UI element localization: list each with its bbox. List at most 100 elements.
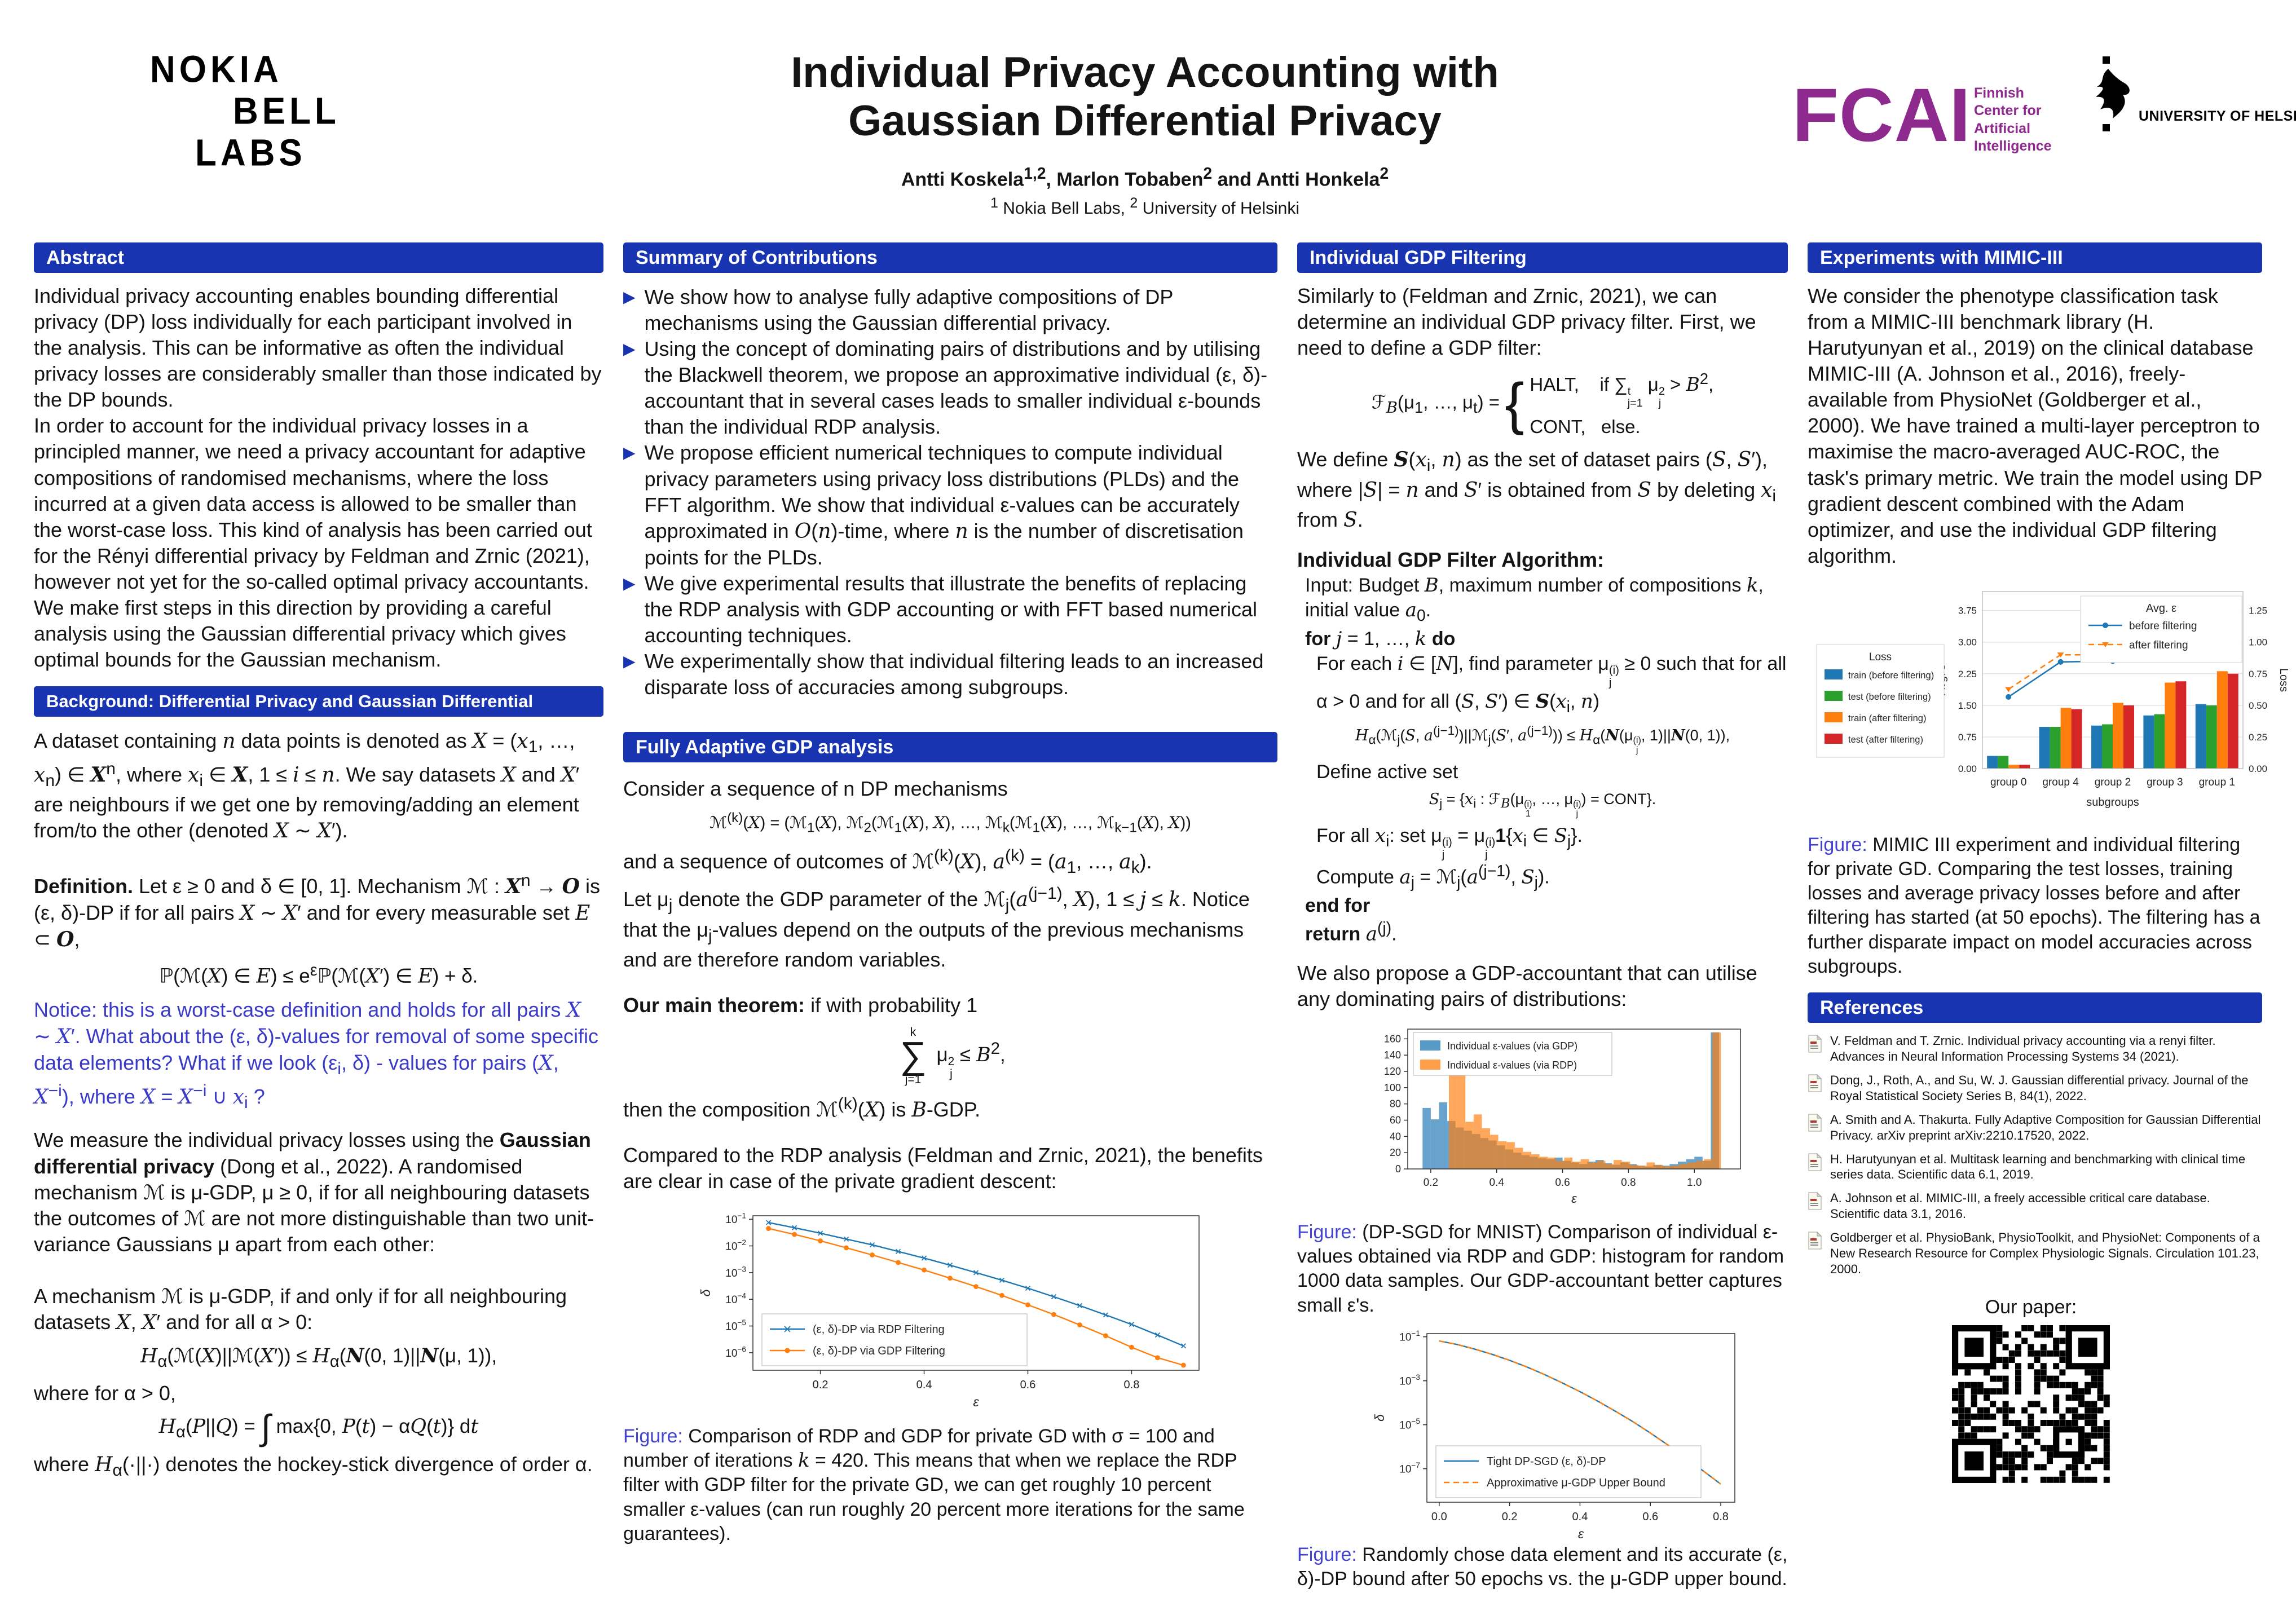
svg-text:1.25: 1.25 <box>2249 606 2267 616</box>
svg-text:10−5: 10−5 <box>725 1318 746 1333</box>
svg-text:10−2: 10−2 <box>725 1238 746 1253</box>
contribution-text: We propose efficient numerical technique… <box>644 441 1244 569</box>
column-contributions-analysis: Summary of Contributions ▶ We show how to… <box>623 242 1277 1546</box>
university-of-helsinki-logo: UNIVERSITY OF HELSINKI <box>2082 56 2296 156</box>
fcai-tagline-line: Center for <box>1974 103 2042 119</box>
fcai-tagline: Finnish Center for Artificial Intelligen… <box>1974 85 2052 155</box>
figure-epsilon-histogram-chart: 0.2 0.4 0.6 0.8 1.0 0 20 40 60 80 100 120 140 160 ε Ind… <box>1384 1029 1741 1206</box>
svg-text:10−4: 10−4 <box>725 1292 746 1307</box>
svg-text:0.00: 0.00 <box>1958 764 1977 774</box>
svg-text:100: 100 <box>1384 1082 1401 1093</box>
reference-item: A. Johnson et al. MIMIC-III, a freely ac… <box>1808 1190 2262 1222</box>
bullet-triangle-icon: ▶ <box>623 652 636 670</box>
svg-text:0.75: 0.75 <box>1958 732 1977 743</box>
svg-text:before filtering: before filtering <box>2129 620 2197 632</box>
bullet-triangle-icon: ▶ <box>623 340 636 358</box>
background-gdp-paragraph: We measure the individual privacy losses… <box>34 1128 594 1256</box>
figure-caption-histogram: Figure: (DP-SGD for MNIST) Comparison of… <box>1297 1221 1784 1316</box>
svg-text:160: 160 <box>1384 1033 1401 1044</box>
svg-text:test (after filtering): test (after filtering) <box>1848 735 1923 745</box>
svg-text:0.8: 0.8 <box>1124 1379 1140 1391</box>
svg-text:0.50: 0.50 <box>2249 700 2267 711</box>
svg-text:group 1: group 1 <box>2199 776 2235 788</box>
svg-text:ε: ε <box>973 1394 979 1409</box>
reference-text: Dong, J., Roth, A., and Su, W. J. Gaussi… <box>1830 1073 2249 1103</box>
nokia-logo-word: NOKIA <box>150 48 283 91</box>
bullet-triangle-icon: ▶ <box>623 574 636 592</box>
reference-text: A. Johnson et al. MIMIC-III, a freely ac… <box>1830 1191 2210 1221</box>
svg-text:Tight DP-SGD (ε, δ)-DP: Tight DP-SGD (ε, δ)-DP <box>1487 1455 1606 1468</box>
svg-text:10−3: 10−3 <box>725 1265 746 1279</box>
fcai-tagline-line: Artificial <box>1974 120 2031 136</box>
svg-text:3.00: 3.00 <box>1958 637 1977 648</box>
column-abstract-background: Abstract Individual privacy accounting e… <box>34 242 603 1481</box>
svg-text:0.2: 0.2 <box>1424 1177 1438 1189</box>
svg-text:group 2: group 2 <box>2095 776 2131 788</box>
analysis-mu-paragraph: Let μj denote the GDP parameter of the ℳ… <box>623 884 1250 972</box>
section-header-abstract: Abstract <box>34 242 603 273</box>
figure-caption-rdp-gdp: Figure: Comparison of RDP and GDP for pr… <box>623 1426 1245 1544</box>
svg-text:(ε, δ)-DP via GDP Filtering: (ε, δ)-DP via GDP Filtering <box>813 1345 945 1357</box>
svg-text:train (after filtering): train (after filtering) <box>1848 713 1926 723</box>
filtering-accountant-paragraph: We also propose a GDP-accountant that ca… <box>1297 961 1757 1011</box>
svg-text:10−1: 10−1 <box>725 1212 746 1226</box>
svg-text:20: 20 <box>1390 1147 1401 1158</box>
svg-text:0.6: 0.6 <box>1642 1511 1658 1523</box>
labs-logo-word: LABS <box>195 132 306 174</box>
gdp-filter-algorithm: Input: Budget B, maximum number of compo… <box>1297 573 1788 947</box>
svg-text:0.8: 0.8 <box>1621 1177 1636 1189</box>
section-header-gdp-analysis: Fully Adaptive GDP analysis <box>623 732 1277 763</box>
svg-text:group 0: group 0 <box>1990 776 2026 788</box>
contribution-item: ▶ We give experimental results that illus… <box>623 571 1277 648</box>
svg-text:Loss: Loss <box>2277 668 2290 692</box>
svg-text:ε: ε <box>1578 1526 1584 1541</box>
figure-caption-dp-bound: Figure: Randomly chose data element and … <box>1297 1543 1788 1590</box>
svg-text:δ: δ <box>698 1289 713 1296</box>
svg-text:0.2: 0.2 <box>813 1379 829 1391</box>
algorithm-input-line: Input: Budget B, maximum number of compo… <box>1305 574 1764 625</box>
reference-item: Dong, J., Roth, A., and Su, W. J. Gaussi… <box>1808 1073 2262 1104</box>
analysis-intro: Consider a sequence of n DP mechanisms <box>623 777 1008 801</box>
svg-text:1.0: 1.0 <box>1687 1177 1702 1189</box>
svg-text:Individual ε-values (via GDP): Individual ε-values (via GDP) <box>1447 1040 1577 1052</box>
title-block: Individual Privacy Accounting with Gauss… <box>750 48 1540 218</box>
algorithm-title: Individual GDP Filter Algorithm: <box>1297 548 1605 572</box>
filtering-dataset-pairs: We define S(xi, n) as the set of dataset… <box>1297 447 1777 532</box>
svg-text:40: 40 <box>1390 1131 1401 1142</box>
svg-text:0.4: 0.4 <box>916 1379 932 1391</box>
algorithm-define-line: Define active set <box>1316 761 1458 783</box>
background-where-line: where for α > 0, <box>34 1382 176 1405</box>
svg-text:Avg. ε: Avg. ε <box>2146 602 2176 615</box>
svg-text:(ε, δ)-DP via RDP Filtering: (ε, δ)-DP via RDP Filtering <box>813 1323 945 1336</box>
adaptive-composition-formula: ℳ(k)(X) = (ℳ1(X), ℳ2(ℳ1(X), X), …, ℳk(ℳ1… <box>709 810 1191 836</box>
fcai-logo: FCAI Finnish Center for Artificial Intel… <box>1792 78 2052 154</box>
reference-text: Goldberger et al. PhysioBank, PhysioTool… <box>1830 1230 2260 1277</box>
background-dataset-paragraph: A dataset containing n data points is de… <box>34 729 580 843</box>
qr-code <box>1952 1325 2110 1484</box>
algorithm-return-line: return a(j). <box>1305 919 1397 946</box>
svg-text:10−6: 10−6 <box>725 1345 746 1360</box>
svg-text:Individual ε-values (via RDP): Individual ε-values (via RDP) <box>1447 1060 1577 1071</box>
abstract-paragraph-2: In order to account for the individual p… <box>34 414 592 672</box>
algorithm-forall-line: For all xi: set μ (i) j = μ (i) j 1{xi ∈ Sj}. <box>1316 824 1583 861</box>
hockey-stick-inequality-formula: Hα(ℳ(X)||ℳ(X′)) ≤ Hα(N(0, 1)||N(μ, 1)), <box>140 1344 497 1371</box>
svg-text:Loss: Loss <box>1869 651 1892 663</box>
figure-dp-bound-line-chart: 0.0 0.2 0.4 0.6 0.8 10−1 10−3 10−5 10−7 ε δ Tight D… <box>1372 1329 1735 1541</box>
svg-text:2.25: 2.25 <box>1958 669 1977 679</box>
analysis-composition-result: then the composition ℳ(k)(X) is B-GDP. <box>623 1094 981 1122</box>
bullet-triangle-icon: ▶ <box>623 444 636 462</box>
svg-text:after filtering: after filtering <box>2129 639 2188 651</box>
reference-paper-icon <box>1808 1232 1822 1250</box>
reference-paper-icon <box>1808 1034 1822 1053</box>
reference-paper-icon <box>1808 1074 1822 1092</box>
reference-item: H. Harutyunyan et al. Multitask learning… <box>1808 1151 2262 1183</box>
svg-text:0.25: 0.25 <box>2249 732 2267 743</box>
reference-item: Goldberger et al. PhysioBank, PhysioTool… <box>1808 1230 2262 1277</box>
svg-text:10−3: 10−3 <box>1399 1373 1420 1388</box>
figure-rdp-gdp-line-chart: 0.2 0.4 0.6 0.8 10−1 10−2 10−3 10−4 10−5 10−6 ε δ (ε… <box>698 1212 1200 1409</box>
algorithm-active-set-formula: Sj = {xi : ℱB(μ (i) 1, …, μ (i) j) = CONT}. <box>1429 790 1656 819</box>
section-header-background: Background: Differential Privacy and Gau… <box>34 686 603 742</box>
background-notice: Notice: this is a worst-case definition … <box>34 998 599 1113</box>
